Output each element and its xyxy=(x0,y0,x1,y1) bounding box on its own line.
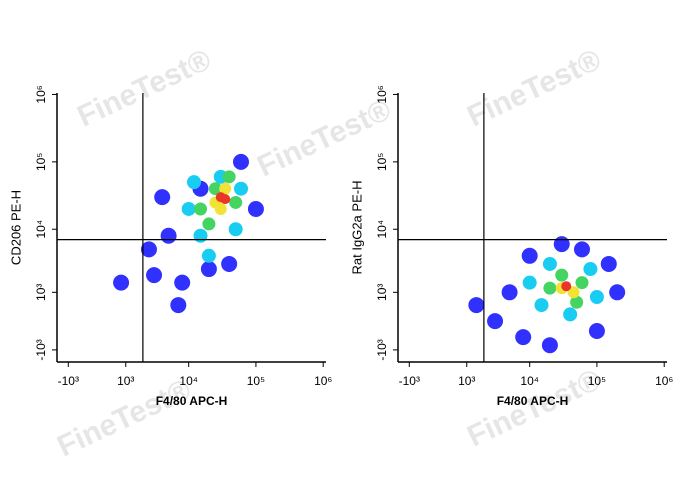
y-tick-label: -10³ xyxy=(375,339,389,360)
x-tick-label: -10³ xyxy=(399,374,420,388)
event-point xyxy=(154,189,171,206)
event-point xyxy=(140,241,157,258)
event-point xyxy=(214,202,227,215)
event-point xyxy=(201,248,216,263)
event-point xyxy=(232,153,249,170)
event-point xyxy=(570,295,584,309)
event-point xyxy=(146,267,163,284)
event-point xyxy=(573,241,590,258)
x-tick-label: 10⁴ xyxy=(179,374,198,388)
x-tick-label: 10⁵ xyxy=(247,374,265,388)
event-point xyxy=(222,170,236,184)
event-point xyxy=(186,175,201,190)
panel: -10³ 10³ 10⁴ 10⁵ 10⁶ -10³ 10³ 10⁴ 10⁵ 10⁶ F4/80 AP… xyxy=(349,85,673,408)
y-tick-label: 10⁴ xyxy=(375,220,389,239)
y-tick-label: -10³ xyxy=(34,339,48,360)
y-tick-label: 10³ xyxy=(375,284,389,301)
x-tick-label: 10⁴ xyxy=(520,374,539,388)
event-point xyxy=(609,284,626,301)
points xyxy=(113,153,264,314)
event-point xyxy=(583,262,598,277)
event-point xyxy=(534,298,549,313)
event-point xyxy=(220,194,231,205)
event-point xyxy=(221,255,238,272)
event-point xyxy=(228,222,243,237)
event-point xyxy=(553,236,570,253)
event-point xyxy=(563,307,578,322)
event-point xyxy=(588,323,605,340)
event-point xyxy=(522,275,537,290)
y-axis-label: Rat IgG2a PE-H xyxy=(349,181,364,275)
y-tick-label: 10⁵ xyxy=(34,153,48,171)
event-point xyxy=(521,247,538,264)
x-tick-label: 10⁶ xyxy=(314,374,332,388)
event-point xyxy=(561,281,572,292)
event-point xyxy=(575,276,589,290)
x-axis-label: F4/80 APC-H xyxy=(497,394,569,408)
x-tick-label: 10⁶ xyxy=(655,374,673,388)
x-tick-label: 10³ xyxy=(117,374,134,388)
y-tick-label: 10⁶ xyxy=(34,85,48,103)
event-point xyxy=(200,261,217,278)
event-point xyxy=(202,217,216,231)
event-point xyxy=(193,228,208,243)
x-axis-label: F4/80 APC-H xyxy=(156,394,228,408)
event-point xyxy=(170,297,187,314)
event-point xyxy=(160,227,177,244)
event-point xyxy=(113,274,130,291)
y-tick-label: 10⁵ xyxy=(375,153,389,171)
event-point xyxy=(174,274,191,291)
event-point xyxy=(555,268,569,282)
x-tick-label: 10⁵ xyxy=(588,374,606,388)
event-point xyxy=(589,289,604,304)
y-tick-label: 10³ xyxy=(34,284,48,301)
event-point xyxy=(468,297,485,314)
event-point xyxy=(515,329,532,346)
event-point xyxy=(208,182,222,196)
watermark: FineTest® xyxy=(72,43,216,133)
event-point xyxy=(600,255,617,272)
points xyxy=(468,236,626,354)
y-tick-label: 10⁶ xyxy=(375,85,389,103)
x-tick-label: 10³ xyxy=(458,374,475,388)
event-point xyxy=(567,286,580,299)
event-point xyxy=(542,256,557,271)
panel: -10³ 10³ 10⁴ 10⁵ 10⁶ -10³ 10³ 10⁴ 10⁵ 10⁶ F4/80 AP… xyxy=(8,85,332,408)
event-point xyxy=(233,181,248,196)
event-point xyxy=(247,200,264,217)
event-point xyxy=(219,182,232,195)
event-point xyxy=(501,284,518,301)
event-point xyxy=(194,202,208,216)
event-point xyxy=(181,201,196,216)
x-tick-label: -10³ xyxy=(58,374,79,388)
event-point xyxy=(543,281,557,295)
y-axis-label: CD206 PE-H xyxy=(8,190,23,265)
event-point xyxy=(487,313,504,330)
event-point xyxy=(541,337,558,354)
event-point xyxy=(229,195,243,209)
y-tick-label: 10⁴ xyxy=(34,220,48,239)
